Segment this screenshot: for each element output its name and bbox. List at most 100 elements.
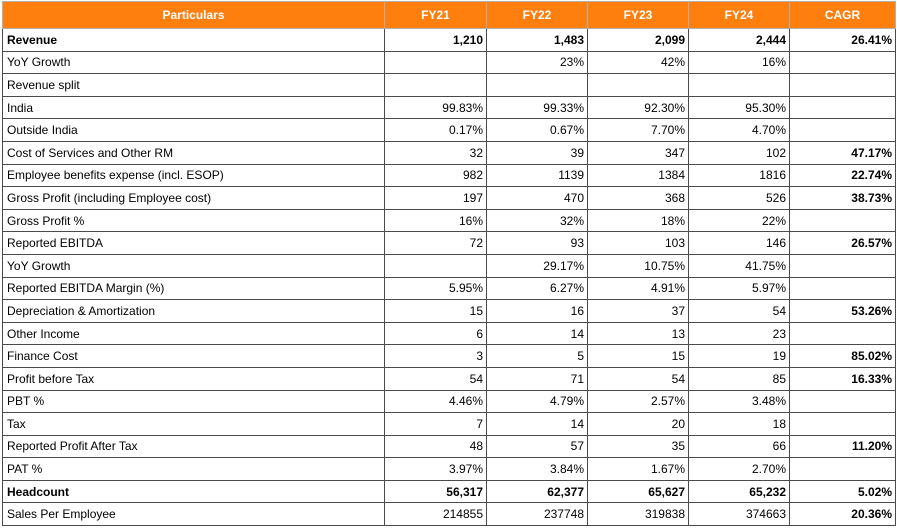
cell-fy21: 16%	[384, 208, 487, 233]
cell-fy23: 7.70%	[587, 118, 689, 142]
cell-fy21: 32	[384, 140, 487, 165]
cell-fy24: 19	[688, 344, 790, 368]
table-row: Profit before Tax 54 71 54 85 16.33%	[2, 366, 896, 391]
cell-fy24: 95.30%	[688, 95, 790, 120]
cell-fy21: 6	[384, 321, 487, 346]
cell-fy22: 99.33%	[486, 95, 588, 120]
cell-fy22: 14	[486, 412, 588, 436]
cell-fy23: 37	[587, 299, 689, 323]
cell-fy23: 4.91%	[587, 276, 689, 301]
header-particulars: Particulars	[2, 1, 385, 29]
cell-fy23: 1.67%	[587, 457, 689, 481]
cell-fy21: 0.17%	[384, 118, 487, 142]
cell-fy22: 4.79%	[486, 389, 588, 414]
cell-fy22: 6.27%	[486, 276, 588, 301]
cell-fy23: 42%	[587, 50, 689, 75]
cell-cagr: 11.20%	[789, 434, 896, 459]
cell-cagr: 20.36%	[789, 502, 896, 527]
table-row: Outside India 0.17% 0.67% 7.70% 4.70%	[2, 118, 896, 142]
cell-fy22: 1139	[486, 163, 588, 188]
cell-fy23: 92.30%	[587, 95, 689, 120]
cell-fy23: 347	[587, 140, 689, 165]
row-label: Revenue split	[2, 73, 385, 97]
cell-cagr: 26.41%	[789, 28, 896, 52]
cell-fy23: 2,099	[587, 28, 689, 52]
row-label: Other Income	[2, 321, 385, 346]
cell-fy24: 22%	[688, 208, 790, 233]
cell-fy21	[384, 253, 487, 278]
row-label: Headcount	[2, 479, 385, 504]
cell-fy21: 3.97%	[384, 457, 487, 481]
cell-fy22: 16	[486, 299, 588, 323]
table-row: Sales Per Employee 214855 237748 319838 3746…	[2, 502, 896, 527]
cell-fy23: 2.57%	[587, 389, 689, 414]
row-label: Employee benefits expense (incl. ESOP)	[2, 163, 385, 188]
cell-cagr: 22.74%	[789, 163, 896, 188]
row-label: Gross Profit (including Employee cost)	[2, 186, 385, 210]
cell-cagr	[789, 95, 896, 120]
cell-fy22: 39	[486, 140, 588, 165]
cell-fy21: 56,317	[384, 479, 487, 504]
table-row: Finance Cost 3 5 15 19 85.02%	[2, 344, 896, 368]
table-row: Headcount 56,317 62,377 65,627 65,232 5.02%	[2, 479, 896, 504]
cell-cagr: 85.02%	[789, 344, 896, 368]
cell-fy22: 57	[486, 434, 588, 459]
cell-fy21: 214855	[384, 502, 487, 527]
cell-fy22: 237748	[486, 502, 588, 527]
cell-cagr	[789, 118, 896, 142]
cell-fy21: 3	[384, 344, 487, 368]
cell-fy21: 72	[384, 231, 487, 255]
cell-cagr	[789, 389, 896, 414]
cell-fy24: 5.97%	[688, 276, 790, 301]
table-row: India 99.83% 99.33% 92.30% 95.30%	[2, 95, 896, 120]
cell-fy23: 319838	[587, 502, 689, 527]
row-label: Gross Profit %	[2, 208, 385, 233]
cell-fy24: 23	[688, 321, 790, 346]
table-row: YoY Growth 29.17% 10.75% 41.75%	[2, 253, 896, 278]
row-label: Profit before Tax	[2, 366, 385, 391]
cell-fy24: 54	[688, 299, 790, 323]
table-body: Revenue 1,210 1,483 2,099 2,444 26.41% YoY Gro…	[2, 28, 896, 527]
cell-cagr	[789, 73, 896, 97]
cell-cagr	[789, 253, 896, 278]
row-label: YoY Growth	[2, 50, 385, 75]
table-row: Employee benefits expense (incl. ESOP) 98…	[2, 163, 896, 188]
cell-fy24: 66	[688, 434, 790, 459]
table-row: Cost of Services and Other RM 32 39 347 102 4…	[2, 140, 896, 165]
cell-fy23: 35	[587, 434, 689, 459]
header-fy21: FY21	[384, 1, 487, 29]
cell-fy23: 368	[587, 186, 689, 210]
cell-fy23: 15	[587, 344, 689, 368]
cell-fy24: 146	[688, 231, 790, 255]
cell-fy21: 15	[384, 299, 487, 323]
table-row: Reported Profit After Tax 48 57 35 66 11.20%	[2, 434, 896, 459]
cell-fy24: 18	[688, 412, 790, 436]
cell-fy22: 1,483	[486, 28, 588, 52]
cell-fy21	[384, 73, 487, 97]
row-label: Outside India	[2, 118, 385, 142]
cell-fy21: 4.46%	[384, 389, 487, 414]
row-label: Tax	[2, 412, 385, 436]
cell-fy21: 197	[384, 186, 487, 210]
table-row: Tax 7 14 20 18	[2, 412, 896, 436]
cell-fy24: 65,232	[688, 479, 790, 504]
cell-fy24: 16%	[688, 50, 790, 75]
cell-fy22: 3.84%	[486, 457, 588, 481]
cell-fy22: 93	[486, 231, 588, 255]
table-row: Reported EBITDA Margin (%) 5.95% 6.27% 4.91…	[2, 276, 896, 301]
cell-cagr: 38.73%	[789, 186, 896, 210]
row-label: YoY Growth	[2, 253, 385, 278]
cell-cagr: 47.17%	[789, 140, 896, 165]
row-label: PAT %	[2, 457, 385, 481]
row-label: PBT %	[2, 389, 385, 414]
cell-fy23: 20	[587, 412, 689, 436]
cell-cagr: 26.57%	[789, 231, 896, 255]
header-cagr: CAGR	[789, 1, 896, 29]
cell-fy24: 4.70%	[688, 118, 790, 142]
cell-fy23: 18%	[587, 208, 689, 233]
cell-cagr: 53.26%	[789, 299, 896, 323]
cell-fy24: 2.70%	[688, 457, 790, 481]
cell-fy21: 99.83%	[384, 95, 487, 120]
table-row: Depreciation & Amortization 15 16 37 54 53.26…	[2, 299, 896, 323]
